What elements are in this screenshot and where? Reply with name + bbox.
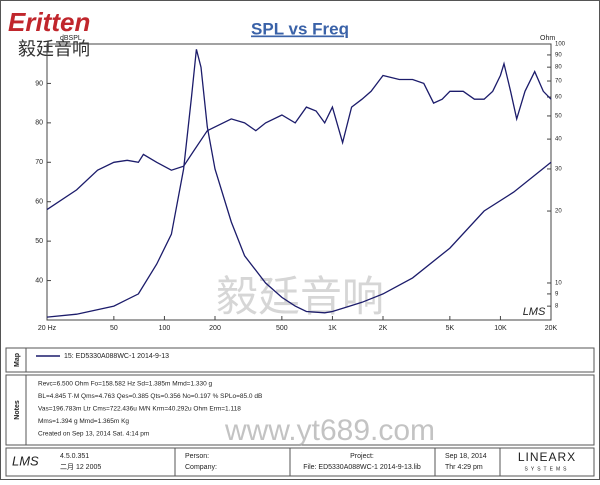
footer [5, 447, 595, 477]
y2-tick-label: 100 [555, 42, 566, 48]
footer-vendor-sub: SYSTEMS [525, 466, 570, 472]
footer-project: Project: [350, 453, 374, 460]
watermark-chinese: 毅廷音响 [216, 273, 384, 320]
plot-frame [46, 43, 552, 321]
x-tick-label: 50 [110, 325, 118, 332]
note-line: Revc=6.500 Ohm Fo=158.582 Hz Sd=1.385m M… [38, 381, 213, 388]
x-tick-label: 20 Hz [38, 325, 57, 332]
x-tick-label: 5K [446, 325, 455, 332]
legend-label: 15: ED5330A088WC-1 2014-9-13 [64, 353, 169, 360]
footer-date: Sep 18, 2014 [445, 453, 487, 460]
x-tick-label: 20K [545, 325, 558, 332]
footer-vendor: LINEARX [518, 450, 576, 464]
y-tick-label: 50 [35, 238, 43, 245]
map-panel [5, 347, 595, 373]
y2-tick-label: 20 [555, 209, 562, 215]
map-tab: Map [14, 353, 21, 367]
watermark-url: www.yt689.com [224, 414, 435, 447]
x-tick-label: 2K [379, 325, 388, 332]
footer-build: 二月 12 2005 [60, 463, 101, 471]
note-line: BL=4.845 T·M Qms=4.763 Qes=0.385 Qts=0.3… [38, 393, 262, 400]
notes-tab: Notes [14, 400, 21, 420]
notes: Revc=6.500 Ohm Fo=158.582 Hz Sd=1.385m M… [38, 381, 262, 438]
y2-tick-label: 90 [555, 53, 562, 59]
footer-file: File: ED5330A088WC-1 2014-9-13.lib [303, 464, 421, 471]
x-tick-label: 10K [494, 325, 507, 332]
x-tick-label: 200 [209, 325, 221, 332]
y-tick-label: 80 [35, 120, 43, 127]
y-tick-label: 60 [35, 199, 43, 206]
y-tick-label: 40 [35, 277, 43, 284]
x-tick-label: 1K [328, 325, 337, 332]
y2-tick-label: 10 [555, 281, 562, 287]
footer-time: Thr 4:29 pm [445, 464, 483, 471]
note-line: Vas=196.783m Ltr Cms=722.436u M/N Krm=40… [38, 406, 241, 413]
y2-tick-label: 40 [555, 137, 562, 143]
y2-tick-label: 9 [555, 291, 559, 297]
footer-company: Company: [185, 464, 217, 471]
series-line [46, 49, 552, 318]
notes-panel [5, 374, 595, 446]
chart-title: SPL vs Freq [251, 19, 349, 38]
x-tick-label: 500 [276, 325, 288, 332]
y-unit: dBSPL [60, 35, 82, 42]
note-line: Created on Sep 13, 2014 Sat. 4:14 pm [38, 431, 149, 438]
y2-tick-label: 8 [555, 304, 559, 310]
series-line [46, 61, 552, 211]
y-tick-label: 70 [35, 159, 43, 166]
y2-tick-label: 50 [555, 114, 562, 120]
y-tick-label: 90 [35, 80, 43, 87]
y2-tick-label: 70 [555, 79, 562, 85]
footer-logo: LMS [12, 453, 39, 468]
footer-person: Person: [185, 453, 209, 460]
footer-version: 4.5.0.351 [60, 453, 89, 460]
note-line: Mms=1.394 g Mmd=1.365m Kg [38, 418, 129, 425]
brand-mark: LMS [523, 306, 546, 318]
y2-tick-label: 30 [555, 167, 562, 173]
logo: Eritten [8, 7, 90, 37]
y2-tick-label: 80 [555, 65, 562, 71]
x-tick-label: 100 [159, 325, 171, 332]
y2-unit: Ohm [540, 35, 555, 42]
y2-tick-label: 60 [555, 95, 562, 101]
